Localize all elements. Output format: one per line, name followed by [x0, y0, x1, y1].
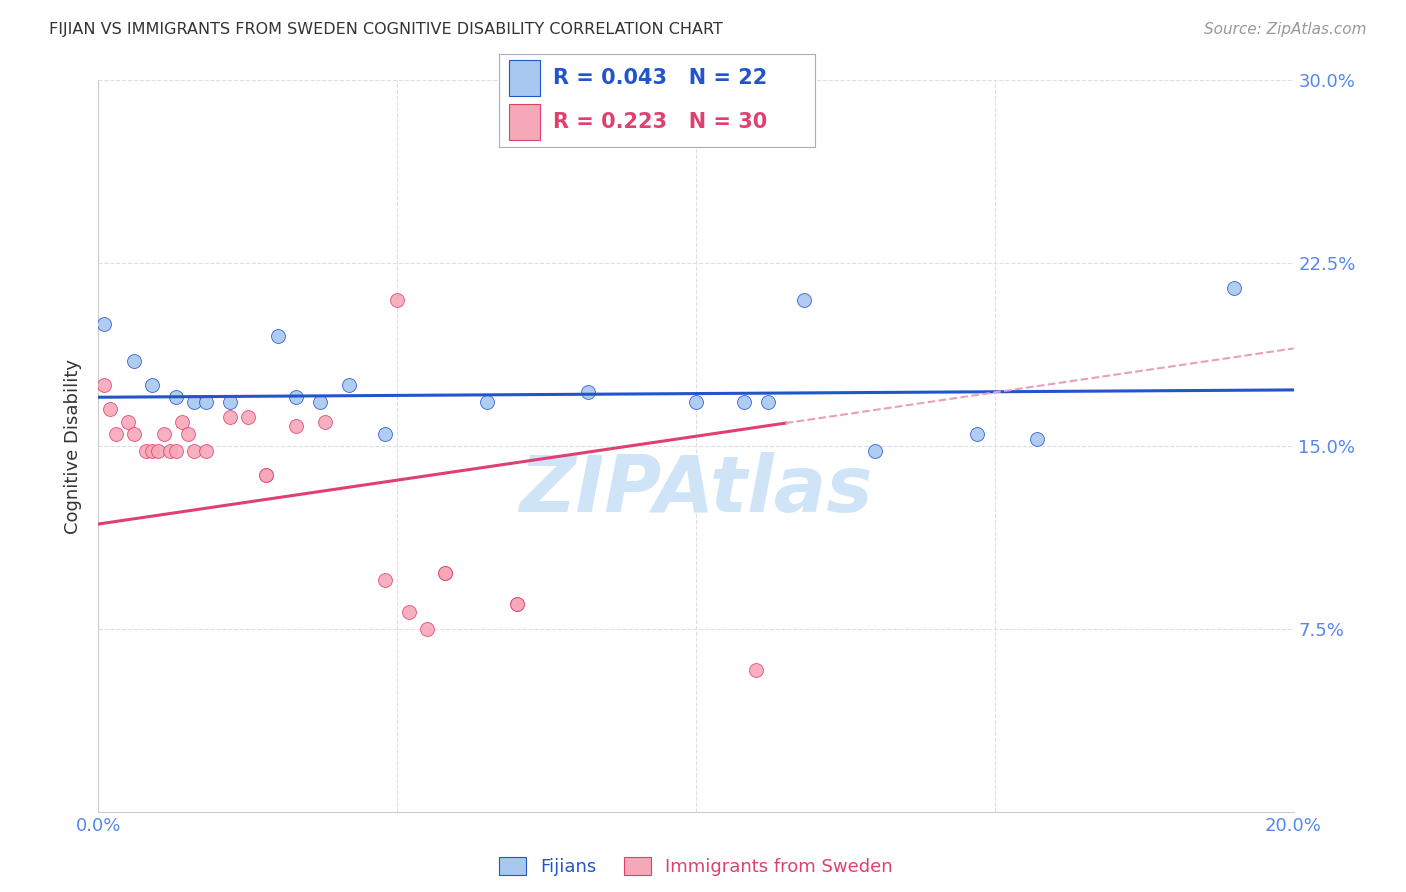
Point	[195, 395, 218, 409]
Y-axis label: Cognitive Disability: Cognitive Disability	[65, 359, 83, 533]
Point	[159, 443, 181, 458]
Point	[141, 378, 163, 392]
Bar	[509, 104, 540, 140]
Point	[434, 566, 457, 580]
Point	[315, 415, 337, 429]
Text: ZIPAtlas: ZIPAtlas	[519, 452, 873, 528]
Point	[165, 390, 187, 404]
Point	[98, 402, 122, 417]
Point	[141, 443, 163, 458]
Point	[219, 409, 242, 424]
Point	[177, 426, 200, 441]
Point	[966, 426, 988, 441]
Point	[183, 395, 205, 409]
Point	[506, 598, 529, 612]
Point	[124, 353, 146, 368]
Point	[254, 468, 277, 483]
Point	[267, 329, 290, 343]
Point	[195, 443, 218, 458]
Bar	[509, 60, 540, 95]
Point	[1223, 280, 1246, 294]
Point	[308, 395, 330, 409]
Text: FIJIAN VS IMMIGRANTS FROM SWEDEN COGNITIVE DISABILITY CORRELATION CHART: FIJIAN VS IMMIGRANTS FROM SWEDEN COGNITI…	[49, 22, 723, 37]
Point	[219, 395, 242, 409]
Text: R = 0.043   N = 22: R = 0.043 N = 22	[553, 68, 768, 88]
Point	[733, 395, 755, 409]
Point	[117, 415, 139, 429]
Point	[124, 426, 146, 441]
Point	[172, 415, 194, 429]
Point	[135, 443, 157, 458]
Point	[148, 443, 170, 458]
Point	[105, 426, 128, 441]
Point	[236, 409, 259, 424]
Point	[865, 443, 887, 458]
Point	[416, 622, 439, 636]
Point	[475, 395, 498, 409]
Text: R = 0.223   N = 30: R = 0.223 N = 30	[553, 112, 768, 132]
Point	[93, 378, 115, 392]
Point	[793, 293, 815, 307]
Point	[93, 317, 115, 331]
Point	[506, 598, 529, 612]
Text: Source: ZipAtlas.com: Source: ZipAtlas.com	[1204, 22, 1367, 37]
Point	[284, 419, 307, 434]
Point	[385, 293, 409, 307]
Point	[1025, 432, 1047, 446]
Point	[578, 385, 600, 400]
Point	[254, 468, 277, 483]
Point	[434, 566, 457, 580]
Point	[745, 663, 768, 677]
Point	[284, 390, 307, 404]
Point	[165, 443, 187, 458]
Point	[756, 395, 779, 409]
Point	[339, 378, 361, 392]
Point	[374, 573, 396, 587]
Point	[398, 605, 420, 619]
Point	[153, 426, 176, 441]
Point	[685, 395, 707, 409]
Point	[183, 443, 205, 458]
Legend: Fijians, Immigrants from Sweden: Fijians, Immigrants from Sweden	[492, 849, 900, 883]
Point	[374, 426, 396, 441]
